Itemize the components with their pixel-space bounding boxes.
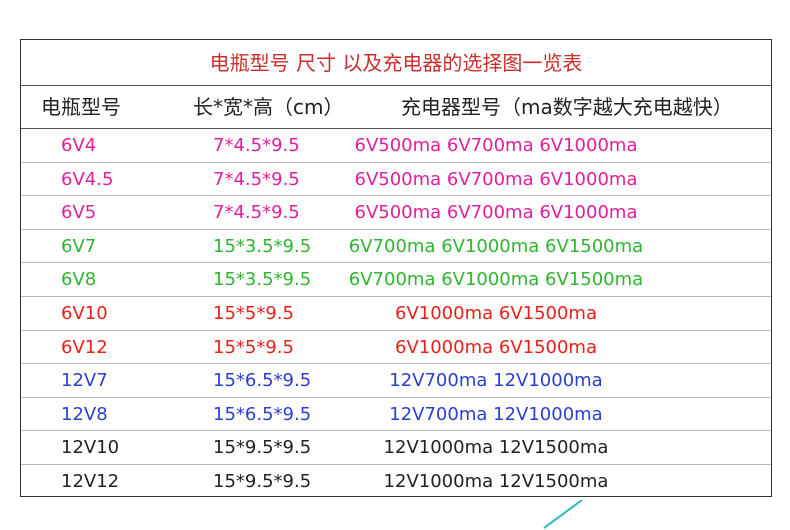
cell-charger-model: 6V500ma 6V700ma 6V1000ma: [354, 202, 638, 224]
cell-charger-model: 6V500ma 6V700ma 6V1000ma: [354, 168, 638, 190]
cell-battery-model: 6V5: [61, 202, 97, 224]
cell-battery-model: 12V12: [61, 470, 120, 492]
decorative-line: [543, 500, 583, 529]
table-row: 6V8 15*3.5*9.5 6V700ma 6V1000ma 6V1500ma: [21, 263, 771, 297]
cell-charger-model: 12V1000ma 12V1500ma: [383, 470, 609, 492]
cell-charger-model: 12V1000ma 12V1500ma: [383, 437, 609, 459]
cell-battery-model: 12V7: [61, 370, 108, 392]
table-body: 6V4 7*4.5*9.5 6V500ma 6V700ma 6V1000ma 6…: [21, 129, 771, 499]
cell-dimensions: 7*4.5*9.5: [213, 135, 300, 156]
cell-charger-model: 12V700ma 12V1000ma: [389, 370, 603, 392]
cell-battery-model: 6V8: [61, 269, 97, 291]
cell-dimensions: 15*3.5*9.5: [213, 269, 312, 291]
cell-charger-model: 6V1000ma 6V1500ma: [395, 302, 597, 324]
cell-dimensions: 15*9.5*9.5: [213, 470, 312, 492]
cell-dimensions: 15*6.5*9.5: [213, 403, 312, 425]
cell-charger-model: 6V700ma 6V1000ma 6V1500ma: [348, 269, 644, 291]
cell-dimensions: 7*4.5*9.5: [213, 168, 300, 190]
table-row: 6V7 15*3.5*9.5 6V700ma 6V1000ma 6V1500ma: [21, 230, 771, 264]
table-row: 12V12 15*9.5*9.5 12V1000ma 12V1500ma: [21, 465, 771, 499]
cell-charger-model: 6V700ma 6V1000ma 6V1500ma: [348, 235, 644, 257]
cell-charger-model: 6V1000ma 6V1500ma: [395, 336, 597, 358]
table-row: 6V10 15*5*9.5 6V1000ma 6V1500ma: [21, 297, 771, 331]
cell-battery-model: 6V4: [61, 135, 97, 156]
battery-charger-table: 电瓶型号 尺寸 以及充电器的选择图一览表 电瓶型号 长*宽*高（cm） 充电器型…: [20, 39, 772, 497]
header-battery-model: 电瓶型号: [41, 95, 121, 119]
table-row: 6V4 7*4.5*9.5 6V500ma 6V700ma 6V1000ma: [21, 129, 771, 163]
cell-dimensions: 15*6.5*9.5: [213, 370, 312, 392]
header-dimensions: 长*宽*高（cm）: [193, 95, 344, 119]
cell-battery-model: 6V7: [61, 235, 97, 257]
table-row: 12V8 15*6.5*9.5 12V700ma 12V1000ma: [21, 398, 771, 432]
cell-charger-model: 6V500ma 6V700ma 6V1000ma: [354, 135, 638, 156]
cell-battery-model: 6V10: [61, 302, 108, 324]
table-row: 6V12 15*5*9.5 6V1000ma 6V1500ma: [21, 331, 771, 365]
table-header-row: 电瓶型号 长*宽*高（cm） 充电器型号（ma数字越大充电越快）: [21, 86, 771, 129]
table-row: 6V4.5 7*4.5*9.5 6V500ma 6V700ma 6V1000ma: [21, 163, 771, 197]
header-charger-model: 充电器型号（ma数字越大充电越快）: [401, 95, 733, 119]
cell-dimensions: 15*5*9.5: [213, 302, 294, 324]
cell-dimensions: 7*4.5*9.5: [213, 202, 300, 224]
cell-charger-model: 12V700ma 12V1000ma: [389, 403, 603, 425]
table-row: 12V10 15*9.5*9.5 12V1000ma 12V1500ma: [21, 431, 771, 465]
cell-dimensions: 15*9.5*9.5: [213, 437, 312, 459]
cell-battery-model: 6V4.5: [61, 168, 114, 190]
cell-dimensions: 15*3.5*9.5: [213, 235, 312, 257]
cell-battery-model: 12V10: [61, 437, 120, 459]
cell-dimensions: 15*5*9.5: [213, 336, 294, 358]
table-row: 6V5 7*4.5*9.5 6V500ma 6V700ma 6V1000ma: [21, 196, 771, 230]
table-title: 电瓶型号 尺寸 以及充电器的选择图一览表: [21, 40, 771, 86]
cell-battery-model: 12V8: [61, 403, 108, 425]
table-row: 12V7 15*6.5*9.5 12V700ma 12V1000ma: [21, 364, 771, 398]
cell-battery-model: 6V12: [61, 336, 108, 358]
